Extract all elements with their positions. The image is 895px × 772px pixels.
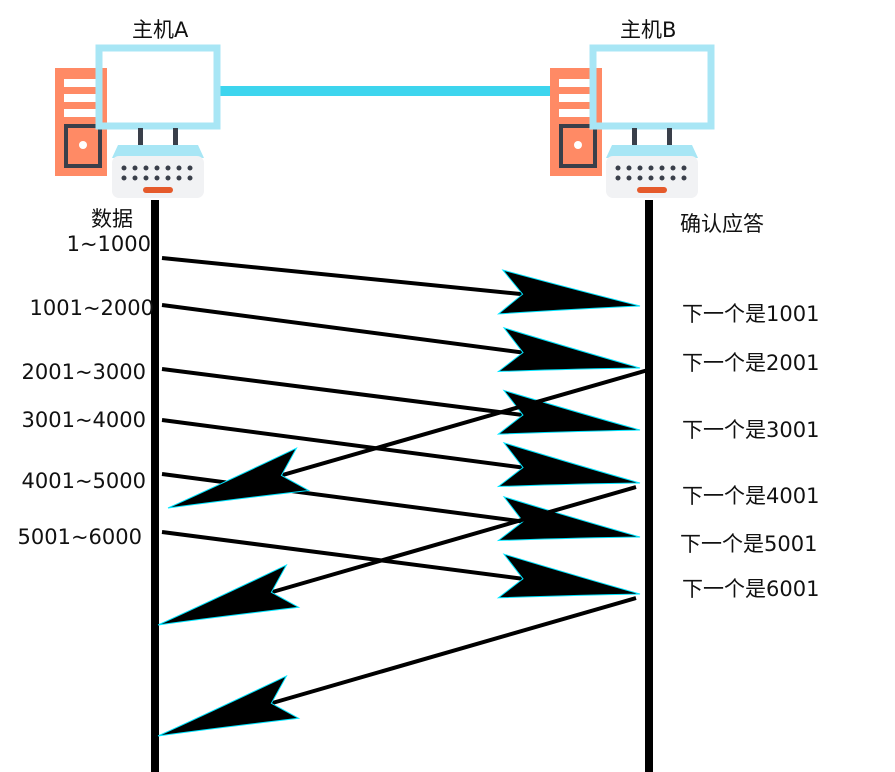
data-segment-arrow [161,256,641,315]
segment-label: 1001~2000 [29,296,154,320]
segment-label: 5001~6000 [17,525,142,549]
host-b-timeline [645,200,653,772]
ack-message-label: 下一个是6001 [682,577,820,601]
segment-label: 4001~5000 [21,469,146,493]
segment-label: 2001~3000 [21,360,146,384]
data-segment-arrow [161,530,641,599]
data-segment-arrow [161,303,641,373]
host-a-timeline [151,200,159,772]
host-a-title: 主机A [132,18,189,42]
ack-message-label: 下一个是4001 [682,484,820,508]
ack-arrow [167,368,649,509]
ack-message-label: 下一个是5001 [680,532,818,556]
segment-label: 3001~4000 [21,408,146,432]
monitor-icon [95,44,221,145]
host-b-computer-icon [550,44,715,198]
data-segment-arrow [161,418,641,488]
message-arrows [157,256,649,737]
keyboard-icon [112,145,204,198]
keyboard-icon [606,145,698,198]
ack-arrow [157,485,637,626]
ack-message-label: 下一个是3001 [682,418,820,442]
ack-arrow [157,596,637,737]
ack-label: 确认应答 [680,212,764,236]
segment-label: 1~1000 [66,232,151,256]
data-label: 数据 [91,207,133,231]
monitor-icon [589,44,715,145]
ack-message-label: 下一个是2001 [682,351,820,375]
host-b-title: 主机B [620,18,677,42]
network-link [215,86,555,96]
host-a-computer-icon [55,44,221,198]
ack-message-label: 下一个是1001 [682,302,820,326]
data-segment-arrow [161,367,641,435]
